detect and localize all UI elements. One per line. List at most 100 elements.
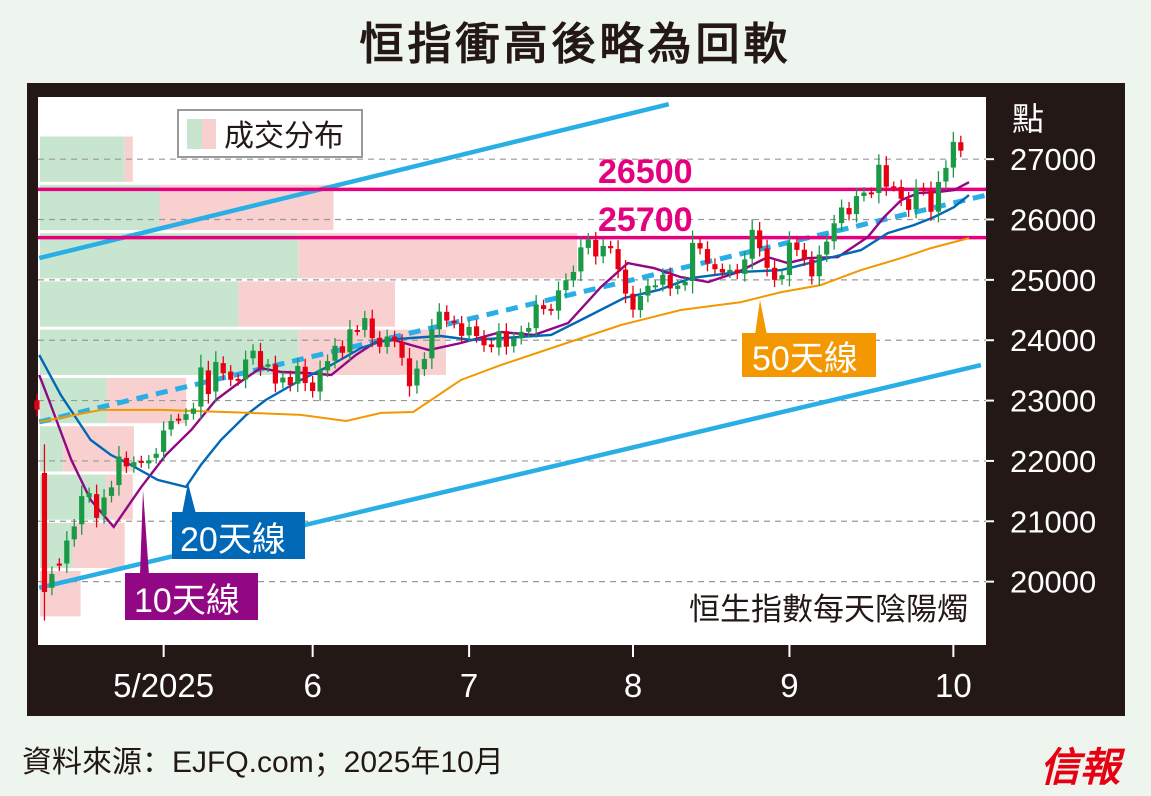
ma50-label: 50天線 [752, 340, 858, 378]
ma10-badge [125, 573, 258, 620]
candle-down [734, 269, 740, 274]
candle-up [585, 239, 591, 248]
candle-up [86, 493, 92, 498]
candle-down [235, 378, 241, 381]
candle-up [295, 365, 301, 384]
candle-down [220, 363, 226, 374]
candle-up [317, 369, 323, 392]
candle-down [622, 269, 629, 294]
candle-down [548, 308, 554, 311]
publisher-logo: 信報 [1040, 744, 1120, 791]
candle-down [958, 142, 964, 151]
level-label-26500: 26500 [598, 153, 693, 191]
candle-down [123, 457, 129, 467]
candle-down [757, 230, 763, 249]
candle-down [920, 188, 927, 191]
candle-down [883, 165, 889, 187]
ma10-line [38, 181, 970, 529]
ma10-label: 10天線 [134, 582, 240, 620]
level-lines [38, 187, 986, 240]
ma50-pointer [755, 300, 767, 335]
x-tick-label: 7 [460, 667, 478, 704]
candle-up [280, 377, 286, 383]
candle-down [205, 370, 211, 395]
candle-up [265, 364, 271, 367]
candle-down [302, 366, 308, 384]
candle-up [183, 414, 189, 420]
candle-up [786, 242, 793, 276]
candle-up [727, 269, 733, 273]
candle-down [697, 243, 703, 249]
candle-up [496, 331, 502, 348]
upper-channel-line [38, 101, 670, 261]
ma10-pointer [140, 490, 149, 575]
chart-title: 恒指衝高後略為回軟 [359, 20, 792, 69]
candle-up [213, 361, 219, 392]
candle-up [79, 496, 85, 525]
candle-up [362, 318, 368, 330]
candle-up [742, 259, 748, 274]
candle-up [131, 462, 137, 467]
y-tick-label: 20000 [1010, 565, 1096, 600]
candle-up [570, 272, 576, 281]
candle-up [555, 290, 562, 311]
candle-up [108, 487, 115, 496]
ma50-line [39, 237, 970, 423]
candle-up [324, 361, 331, 371]
candle-down [764, 248, 770, 268]
candle-up [429, 329, 435, 359]
chart-subtitle: 恒生指數每天陰陽燭 [689, 592, 968, 627]
candle-up [161, 430, 167, 452]
ma20-label: 20天線 [180, 521, 286, 559]
candle-up [153, 453, 159, 458]
mid-trend-line [38, 192, 987, 425]
candle-up [250, 350, 256, 359]
candle-up [243, 359, 249, 380]
level-label-25700: 25700 [598, 201, 693, 239]
candle-up [779, 275, 785, 280]
candle-up [518, 331, 524, 339]
legend-label: 成交分布 [224, 120, 344, 153]
y-tick-label: 27000 [1010, 142, 1096, 177]
candle-down [392, 336, 398, 342]
candle-up [861, 192, 867, 196]
candle-down [406, 358, 413, 387]
y-tick-label: 22000 [1010, 444, 1096, 479]
volume-bar-up [40, 281, 239, 327]
candle-down [94, 494, 100, 518]
candle-down [801, 249, 807, 260]
candle-down [891, 186, 897, 189]
candle-down [339, 346, 346, 353]
ma10-callout: 10天線 [125, 490, 258, 620]
candle-up [190, 408, 197, 414]
candle-up [943, 167, 949, 182]
candle-up [824, 241, 830, 255]
candle-down [608, 246, 614, 249]
candle-up [816, 254, 822, 277]
candle-up [578, 247, 584, 272]
candle-down [41, 472, 48, 593]
candle-up [168, 420, 174, 430]
candle-up [64, 540, 70, 564]
y-tick-label: 24000 [1010, 323, 1096, 358]
candle-up [853, 196, 860, 215]
candle-down [928, 190, 934, 212]
candle-up [101, 497, 107, 516]
candle-down [615, 249, 621, 270]
candle-up [49, 573, 55, 588]
y-tick-label: 26000 [1010, 203, 1096, 238]
x-tick-label: 5/2025 [113, 667, 214, 704]
x-tick-label: 9 [780, 667, 798, 704]
candle-up [146, 460, 152, 464]
y-tick-label: 23000 [1010, 384, 1096, 419]
candle-down [34, 400, 40, 410]
candle-up [652, 285, 658, 288]
candle-up [637, 295, 644, 311]
candle-up [436, 311, 442, 330]
candle-up [876, 164, 882, 193]
candle-down [272, 364, 278, 384]
moving-averages [38, 181, 970, 529]
y-tick-label: 25000 [1010, 263, 1096, 298]
candle-up [71, 526, 77, 540]
